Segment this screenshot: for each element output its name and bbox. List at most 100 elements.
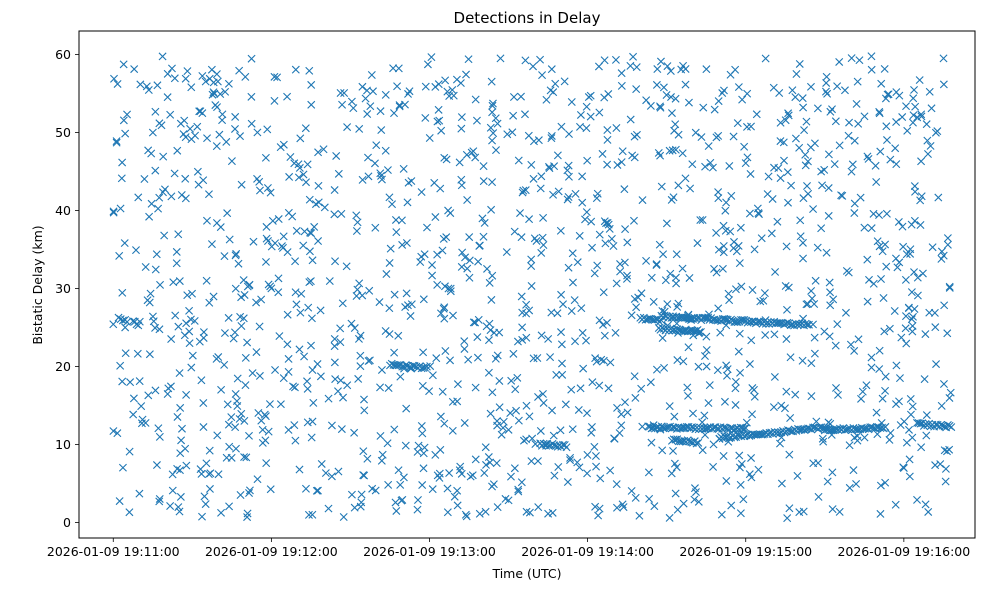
data-point xyxy=(830,160,839,169)
data-point xyxy=(252,348,261,357)
data-point xyxy=(492,459,501,468)
data-point xyxy=(653,65,662,74)
data-point xyxy=(231,423,240,432)
data-point xyxy=(198,512,206,521)
data-point xyxy=(482,460,491,469)
data-point xyxy=(155,497,164,506)
data-point xyxy=(284,367,293,376)
data-point xyxy=(284,354,293,363)
data-point xyxy=(547,131,556,140)
data-point xyxy=(908,402,917,411)
data-point xyxy=(413,505,422,514)
data-point xyxy=(892,361,901,370)
data-point xyxy=(263,125,272,134)
data-point xyxy=(891,500,900,509)
data-point xyxy=(863,255,872,264)
data-point xyxy=(273,73,282,82)
data-point xyxy=(491,354,500,363)
data-point xyxy=(824,184,833,193)
data-point xyxy=(167,335,176,344)
data-point xyxy=(901,324,910,333)
data-point xyxy=(236,312,245,321)
data-point xyxy=(519,186,528,195)
data-point xyxy=(307,80,316,89)
data-point xyxy=(436,445,445,454)
data-point xyxy=(509,349,518,358)
data-point xyxy=(123,110,132,119)
data-point xyxy=(376,169,385,178)
data-point xyxy=(692,439,701,448)
data-point xyxy=(724,289,733,298)
data-point xyxy=(214,470,223,479)
data-point xyxy=(144,86,153,95)
data-point xyxy=(381,90,390,99)
data-point xyxy=(604,384,613,393)
data-point xyxy=(721,206,730,215)
data-point xyxy=(504,425,513,434)
data-point xyxy=(882,209,891,218)
data-point xyxy=(200,492,209,501)
data-point xyxy=(262,222,271,231)
data-point xyxy=(709,462,718,471)
data-point xyxy=(399,473,408,482)
data-point xyxy=(831,117,840,126)
data-point xyxy=(714,245,723,254)
data-point xyxy=(113,79,122,88)
data-point xyxy=(865,275,873,284)
data-point xyxy=(363,153,372,162)
data-point xyxy=(558,359,566,368)
x-tick-label: 2026-01-09 19:14:00 xyxy=(521,544,654,559)
data-point xyxy=(182,461,191,470)
data-point xyxy=(590,442,599,451)
data-point xyxy=(539,240,548,249)
data-point xyxy=(694,438,703,447)
data-point xyxy=(659,83,668,92)
data-point xyxy=(350,324,359,333)
data-point xyxy=(361,94,370,103)
data-point xyxy=(247,54,256,63)
data-point xyxy=(466,472,475,481)
data-point xyxy=(659,250,668,259)
data-point xyxy=(759,296,768,305)
data-point xyxy=(674,181,683,190)
data-point xyxy=(181,74,190,83)
data-point xyxy=(290,383,299,392)
data-point xyxy=(731,384,740,393)
data-point xyxy=(673,505,682,514)
data-point xyxy=(274,274,283,283)
data-point xyxy=(118,288,127,297)
data-point xyxy=(399,164,408,173)
data-point xyxy=(383,439,392,448)
data-point xyxy=(133,349,142,358)
data-point xyxy=(316,372,325,381)
data-point xyxy=(243,509,252,518)
data-point xyxy=(901,312,910,321)
data-point xyxy=(527,160,536,169)
data-point xyxy=(151,323,160,332)
data-point xyxy=(906,410,915,419)
data-point xyxy=(800,126,809,135)
data-point xyxy=(467,148,476,157)
data-point xyxy=(731,65,740,74)
data-point xyxy=(417,421,426,430)
data-point xyxy=(245,488,254,497)
data-point xyxy=(803,320,812,329)
data-point xyxy=(937,254,946,263)
data-point xyxy=(686,184,695,193)
data-point xyxy=(564,130,573,139)
data-point xyxy=(845,441,854,450)
data-point xyxy=(810,139,819,148)
data-point xyxy=(747,336,756,345)
data-point xyxy=(197,376,206,385)
data-point xyxy=(791,93,800,102)
data-point xyxy=(621,398,630,407)
data-point xyxy=(484,368,493,377)
data-point xyxy=(299,241,308,250)
data-point xyxy=(595,381,604,390)
data-point xyxy=(291,65,300,74)
data-point xyxy=(121,129,130,138)
data-point xyxy=(611,328,620,337)
data-point xyxy=(667,195,676,204)
x-tick-label: 2026-01-09 19:16:00 xyxy=(837,544,970,559)
